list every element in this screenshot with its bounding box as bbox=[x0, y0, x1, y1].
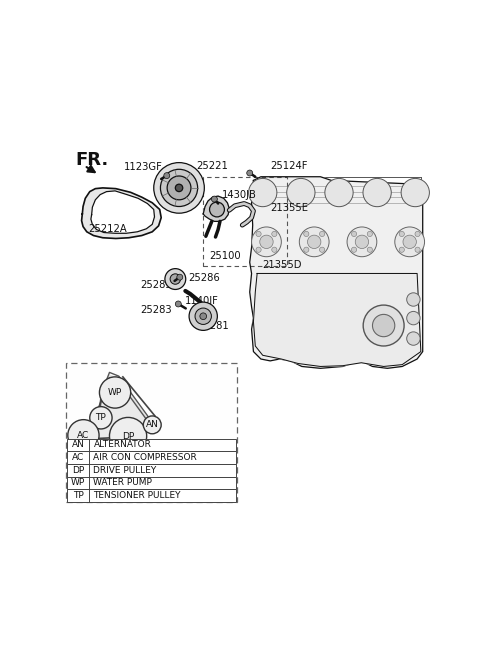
Circle shape bbox=[363, 305, 404, 346]
Circle shape bbox=[407, 332, 420, 346]
FancyBboxPatch shape bbox=[67, 489, 236, 502]
Circle shape bbox=[320, 231, 324, 237]
Circle shape bbox=[68, 420, 99, 451]
Circle shape bbox=[247, 170, 252, 176]
Circle shape bbox=[154, 162, 204, 213]
Polygon shape bbox=[250, 177, 423, 368]
Circle shape bbox=[355, 235, 369, 248]
Text: 25281: 25281 bbox=[198, 321, 229, 331]
Polygon shape bbox=[203, 196, 229, 222]
Text: 21355E: 21355E bbox=[270, 203, 308, 213]
Circle shape bbox=[252, 227, 281, 257]
FancyBboxPatch shape bbox=[67, 451, 236, 464]
Text: ALTERNATOR: ALTERNATOR bbox=[94, 441, 151, 449]
Text: 25221: 25221 bbox=[196, 160, 228, 171]
Circle shape bbox=[320, 247, 324, 252]
Circle shape bbox=[372, 314, 395, 336]
Text: 21355D: 21355D bbox=[263, 260, 302, 271]
Circle shape bbox=[304, 231, 309, 237]
Text: 1123GF: 1123GF bbox=[123, 162, 162, 172]
Circle shape bbox=[170, 274, 180, 284]
Circle shape bbox=[177, 274, 183, 280]
Text: DRIVE PULLEY: DRIVE PULLEY bbox=[94, 466, 157, 475]
Polygon shape bbox=[82, 188, 161, 239]
Circle shape bbox=[167, 176, 191, 200]
Circle shape bbox=[395, 227, 424, 257]
Circle shape bbox=[399, 231, 404, 237]
Circle shape bbox=[367, 247, 372, 252]
Circle shape bbox=[415, 231, 420, 237]
Text: DP: DP bbox=[72, 466, 84, 475]
Circle shape bbox=[109, 417, 147, 454]
Circle shape bbox=[164, 173, 170, 179]
Polygon shape bbox=[91, 191, 155, 233]
FancyBboxPatch shape bbox=[66, 363, 237, 502]
Text: WP: WP bbox=[71, 479, 85, 488]
Circle shape bbox=[363, 179, 391, 207]
Circle shape bbox=[165, 269, 186, 289]
FancyBboxPatch shape bbox=[67, 464, 236, 477]
Circle shape bbox=[256, 247, 261, 252]
Text: FR.: FR. bbox=[75, 151, 108, 169]
Circle shape bbox=[90, 407, 112, 429]
Text: AN: AN bbox=[72, 441, 84, 449]
Circle shape bbox=[300, 227, 329, 257]
Circle shape bbox=[195, 308, 211, 325]
Text: AC: AC bbox=[72, 453, 84, 462]
Circle shape bbox=[407, 293, 420, 306]
Circle shape bbox=[347, 227, 377, 257]
Circle shape bbox=[260, 235, 273, 248]
Circle shape bbox=[415, 247, 420, 252]
FancyBboxPatch shape bbox=[67, 439, 236, 451]
Circle shape bbox=[144, 416, 161, 434]
Circle shape bbox=[211, 196, 217, 202]
Circle shape bbox=[407, 312, 420, 325]
Text: 25212A: 25212A bbox=[88, 224, 127, 234]
Circle shape bbox=[175, 301, 181, 307]
Circle shape bbox=[351, 231, 357, 237]
Circle shape bbox=[401, 179, 430, 207]
Text: TP: TP bbox=[96, 413, 106, 422]
Text: WATER PUMP: WATER PUMP bbox=[94, 479, 152, 488]
Text: 25100: 25100 bbox=[209, 250, 240, 261]
Text: AN: AN bbox=[146, 421, 159, 430]
Polygon shape bbox=[81, 375, 152, 452]
Circle shape bbox=[175, 184, 183, 192]
Circle shape bbox=[99, 377, 131, 408]
Text: 25124F: 25124F bbox=[270, 160, 308, 171]
Circle shape bbox=[403, 235, 416, 248]
Text: 25285P: 25285P bbox=[140, 280, 178, 290]
Text: WP: WP bbox=[108, 388, 122, 397]
Text: TP: TP bbox=[73, 491, 84, 500]
Text: AIR CON COMPRESSOR: AIR CON COMPRESSOR bbox=[94, 453, 197, 462]
Circle shape bbox=[351, 247, 357, 252]
Text: 25286: 25286 bbox=[188, 273, 220, 283]
Circle shape bbox=[272, 247, 277, 252]
Text: AC: AC bbox=[77, 431, 90, 440]
Circle shape bbox=[325, 179, 353, 207]
Circle shape bbox=[272, 231, 277, 237]
Circle shape bbox=[200, 313, 206, 319]
Circle shape bbox=[399, 247, 404, 252]
Circle shape bbox=[256, 231, 261, 237]
Text: 25283: 25283 bbox=[140, 304, 172, 314]
Circle shape bbox=[189, 302, 217, 331]
Text: 1140JF: 1140JF bbox=[185, 297, 218, 306]
Polygon shape bbox=[253, 273, 421, 366]
Circle shape bbox=[249, 179, 277, 207]
Circle shape bbox=[287, 179, 315, 207]
FancyBboxPatch shape bbox=[67, 477, 236, 489]
Circle shape bbox=[160, 170, 198, 207]
Circle shape bbox=[308, 235, 321, 248]
Text: DP: DP bbox=[122, 432, 134, 441]
Circle shape bbox=[304, 247, 309, 252]
Circle shape bbox=[367, 231, 372, 237]
Text: 1430JB: 1430JB bbox=[222, 190, 257, 200]
Text: TENSIONER PULLEY: TENSIONER PULLEY bbox=[94, 491, 181, 500]
Circle shape bbox=[210, 202, 225, 217]
